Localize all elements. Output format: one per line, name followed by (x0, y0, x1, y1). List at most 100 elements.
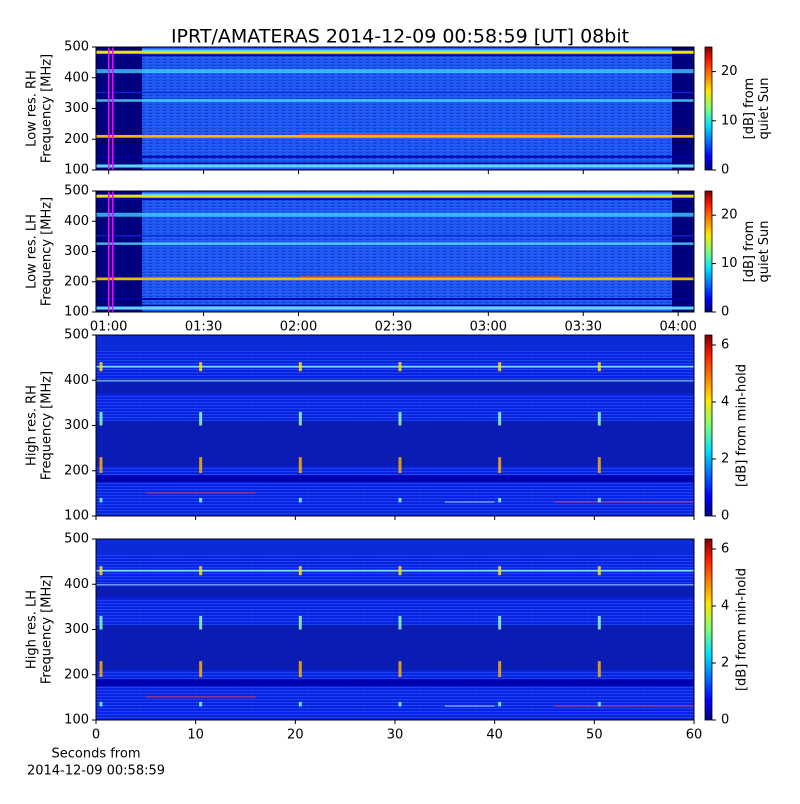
colorbar-label: [dB] from (742, 221, 757, 283)
colorbar-label: [dB] from min-hold (735, 364, 750, 487)
spectral-band (444, 705, 495, 707)
marker-line (108, 191, 110, 312)
burst (498, 411, 502, 426)
y-tick-label: 300 (64, 101, 89, 116)
spectral-band (300, 275, 560, 278)
x-tick-label: 20 (287, 728, 304, 743)
burst (597, 411, 601, 426)
burst (398, 497, 402, 503)
spectral-band (96, 586, 694, 598)
y-axis-label: Low res. LH (25, 214, 40, 289)
marker-line (112, 47, 114, 170)
burst (99, 615, 103, 630)
colorbar-tick-label: 10 (721, 256, 738, 271)
spectral-band (142, 49, 672, 52)
y-axis-label: Low res. RH (25, 70, 40, 147)
y-tick-label: 300 (64, 622, 89, 637)
burst (398, 411, 402, 426)
spectral-band (96, 47, 142, 170)
x-tick-label: 60 (686, 728, 703, 743)
burst (498, 566, 502, 576)
spectral-band (96, 624, 694, 671)
spectral-band (96, 382, 694, 394)
y-tick-label: 400 (64, 373, 89, 388)
colorbar-tick-label: 0 (721, 163, 729, 178)
y-tick-label: 100 (64, 713, 89, 728)
x-tick-label: 02:00 (280, 320, 317, 335)
burst (498, 661, 502, 678)
spectral-band (96, 380, 694, 382)
spectral-band (96, 155, 694, 158)
spectral-band (96, 277, 694, 281)
spectral-band (96, 47, 694, 170)
spectral-band (96, 304, 694, 306)
x-tick-label: 02:30 (375, 320, 412, 335)
marker-line (108, 47, 110, 170)
y-axis-label: Frequency [MHz] (40, 54, 55, 163)
burst (597, 661, 601, 678)
spectral-band (672, 47, 694, 170)
marker-line (112, 191, 114, 312)
burst (398, 362, 402, 372)
spectral-band (96, 54, 694, 57)
colorbar-tick-label: 4 (721, 394, 729, 409)
spectrogram-image (96, 47, 694, 170)
burst (199, 701, 203, 707)
burst (398, 661, 402, 678)
spectral-band (96, 475, 694, 483)
y-tick-label: 500 (64, 40, 89, 55)
burst (298, 615, 302, 630)
x-axis-label: 2014-12-09 00:58:59 (27, 764, 165, 779)
spectral-band (96, 306, 694, 310)
x-tick-label: 0 (92, 728, 100, 743)
burst (298, 701, 302, 707)
burst (398, 566, 402, 576)
x-axis-label: Seconds from (51, 747, 140, 762)
x-tick-label: 10 (187, 728, 204, 743)
burst (199, 661, 203, 678)
colorbar-label: quiet Sun (757, 220, 772, 282)
colorbar-tick-label: 2 (721, 655, 729, 670)
y-tick-label: 100 (64, 509, 89, 524)
spectral-band (554, 705, 694, 707)
burst (199, 362, 203, 372)
y-tick-label: 500 (64, 532, 89, 547)
y-tick-label: 200 (64, 274, 89, 289)
burst (597, 497, 601, 503)
burst (498, 701, 502, 707)
y-tick-label: 100 (64, 163, 89, 178)
y-tick-label: 200 (64, 667, 89, 682)
burst (597, 615, 601, 630)
x-tick-label: 40 (486, 728, 503, 743)
y-tick-label: 200 (64, 463, 89, 478)
x-tick-label: 50 (586, 728, 603, 743)
spectral-band (96, 420, 694, 467)
spectral-band (96, 298, 694, 300)
x-tick-label: 30 (387, 728, 404, 743)
colorbar-tick-label: 20 (721, 208, 738, 223)
y-tick-label: 300 (64, 244, 89, 259)
colorbar (704, 190, 713, 313)
y-axis-label: Frequency [MHz] (40, 197, 55, 306)
y-tick-label: 500 (64, 184, 89, 199)
burst (199, 566, 203, 576)
burst (199, 615, 203, 630)
y-tick-label: 500 (64, 328, 89, 343)
y-axis-label: High res. LH (25, 590, 40, 669)
colorbar-tick-label: 0 (721, 305, 729, 320)
burst (597, 362, 601, 372)
burst (398, 615, 402, 630)
x-tick-label: 01:00 (90, 320, 127, 335)
burst (398, 701, 402, 707)
y-tick-label: 100 (64, 305, 89, 320)
colorbar-tick-label: 0 (721, 713, 729, 728)
spectral-band (96, 69, 694, 74)
colorbar (704, 538, 713, 721)
spectral-band (96, 679, 694, 687)
spectral-band (444, 501, 495, 503)
y-axis-label: Frequency [MHz] (40, 371, 55, 480)
spectral-band (96, 365, 694, 368)
burst (298, 566, 302, 576)
y-axis-label: High res. RH (25, 385, 40, 466)
spectral-band (96, 99, 694, 102)
